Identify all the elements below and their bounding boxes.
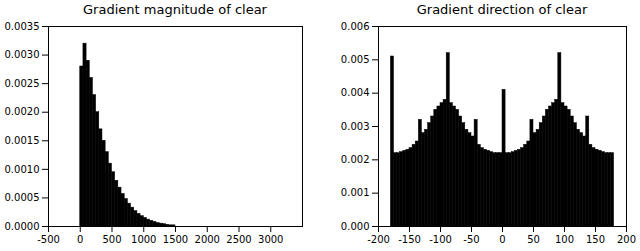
svg-text:150: 150 [586, 234, 605, 245]
svg-text:0: 0 [499, 234, 505, 245]
svg-text:-100: -100 [429, 234, 452, 245]
svg-text:1000: 1000 [131, 234, 156, 245]
svg-text:-500: -500 [37, 234, 60, 245]
svg-text:0.0035: 0.0035 [5, 21, 40, 32]
svg-text:-200: -200 [367, 234, 390, 245]
svg-text:50: 50 [527, 234, 540, 245]
svg-text:0.0020: 0.0020 [5, 106, 40, 117]
svg-text:-50: -50 [463, 234, 479, 245]
svg-text:2500: 2500 [226, 234, 251, 245]
svg-text:0.006: 0.006 [341, 21, 370, 32]
svg-text:500: 500 [102, 234, 121, 245]
svg-text:0.004: 0.004 [341, 87, 370, 98]
svg-text:200: 200 [617, 234, 636, 245]
svg-text:0.0025: 0.0025 [5, 78, 40, 89]
svg-text:3000: 3000 [258, 234, 283, 245]
svg-text:0.0015: 0.0015 [5, 135, 40, 146]
svg-text:0.001: 0.001 [341, 187, 370, 198]
svg-text:0.000: 0.000 [341, 221, 370, 232]
svg-text:100: 100 [555, 234, 574, 245]
svg-text:0.003: 0.003 [341, 121, 370, 132]
svg-text:0.0030: 0.0030 [5, 49, 40, 60]
svg-text:0.002: 0.002 [341, 154, 370, 165]
svg-text:0.0000: 0.0000 [5, 221, 40, 232]
svg-text:0.0005: 0.0005 [5, 192, 40, 203]
svg-text:0.005: 0.005 [341, 54, 370, 65]
svg-text:2000: 2000 [195, 234, 220, 245]
svg-text:0: 0 [77, 234, 83, 245]
svg-text:-150: -150 [398, 234, 421, 245]
svg-text:0.0010: 0.0010 [5, 164, 40, 175]
html-text:Gradient direction of clear: Gradient direction of clear [416, 2, 588, 17]
html-text:Gradient magnitude of clear: Gradient magnitude of clear [83, 2, 267, 17]
svg-text:1500: 1500 [163, 234, 188, 245]
